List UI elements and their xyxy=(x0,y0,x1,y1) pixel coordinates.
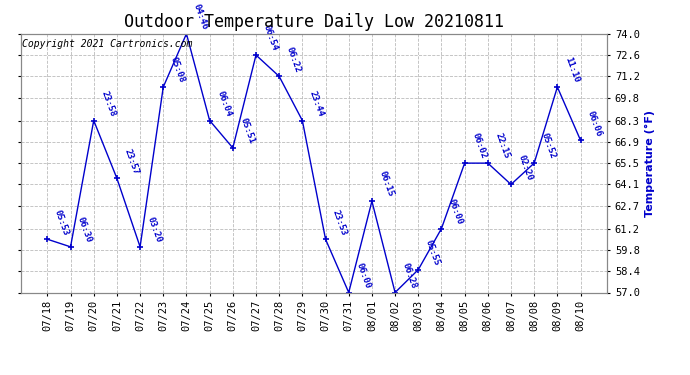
Text: 05:08: 05:08 xyxy=(169,56,186,84)
Text: 04:46: 04:46 xyxy=(192,3,210,31)
Title: Outdoor Temperature Daily Low 20210811: Outdoor Temperature Daily Low 20210811 xyxy=(124,13,504,31)
Text: 06:06: 06:06 xyxy=(586,109,604,138)
Text: 11:10: 11:10 xyxy=(563,56,580,84)
Text: 06:04: 06:04 xyxy=(215,89,233,118)
Text: 05:52: 05:52 xyxy=(540,132,558,160)
Text: 03:20: 03:20 xyxy=(146,216,164,244)
Text: 23:53: 23:53 xyxy=(331,208,348,237)
Text: 06:02: 06:02 xyxy=(470,132,488,160)
Y-axis label: Temperature (°F): Temperature (°F) xyxy=(645,110,656,217)
Text: 05:55: 05:55 xyxy=(424,238,442,267)
Text: 06:15: 06:15 xyxy=(377,170,395,198)
Text: 06:00: 06:00 xyxy=(354,261,372,290)
Text: 05:51: 05:51 xyxy=(238,117,256,145)
Text: 06:54: 06:54 xyxy=(262,24,279,52)
Text: Copyright 2021 Cartronics.com: Copyright 2021 Cartronics.com xyxy=(22,39,193,49)
Text: 02:20: 02:20 xyxy=(517,153,534,182)
Text: 23:58: 23:58 xyxy=(99,89,117,118)
Text: 23:44: 23:44 xyxy=(308,89,326,118)
Text: 06:30: 06:30 xyxy=(76,216,94,244)
Text: 05:53: 05:53 xyxy=(53,208,70,237)
Text: 06:00: 06:00 xyxy=(447,198,464,226)
Text: 06:28: 06:28 xyxy=(401,261,418,290)
Text: 23:57: 23:57 xyxy=(122,147,140,176)
Text: 06:22: 06:22 xyxy=(285,45,302,74)
Text: 22:15: 22:15 xyxy=(493,132,511,160)
